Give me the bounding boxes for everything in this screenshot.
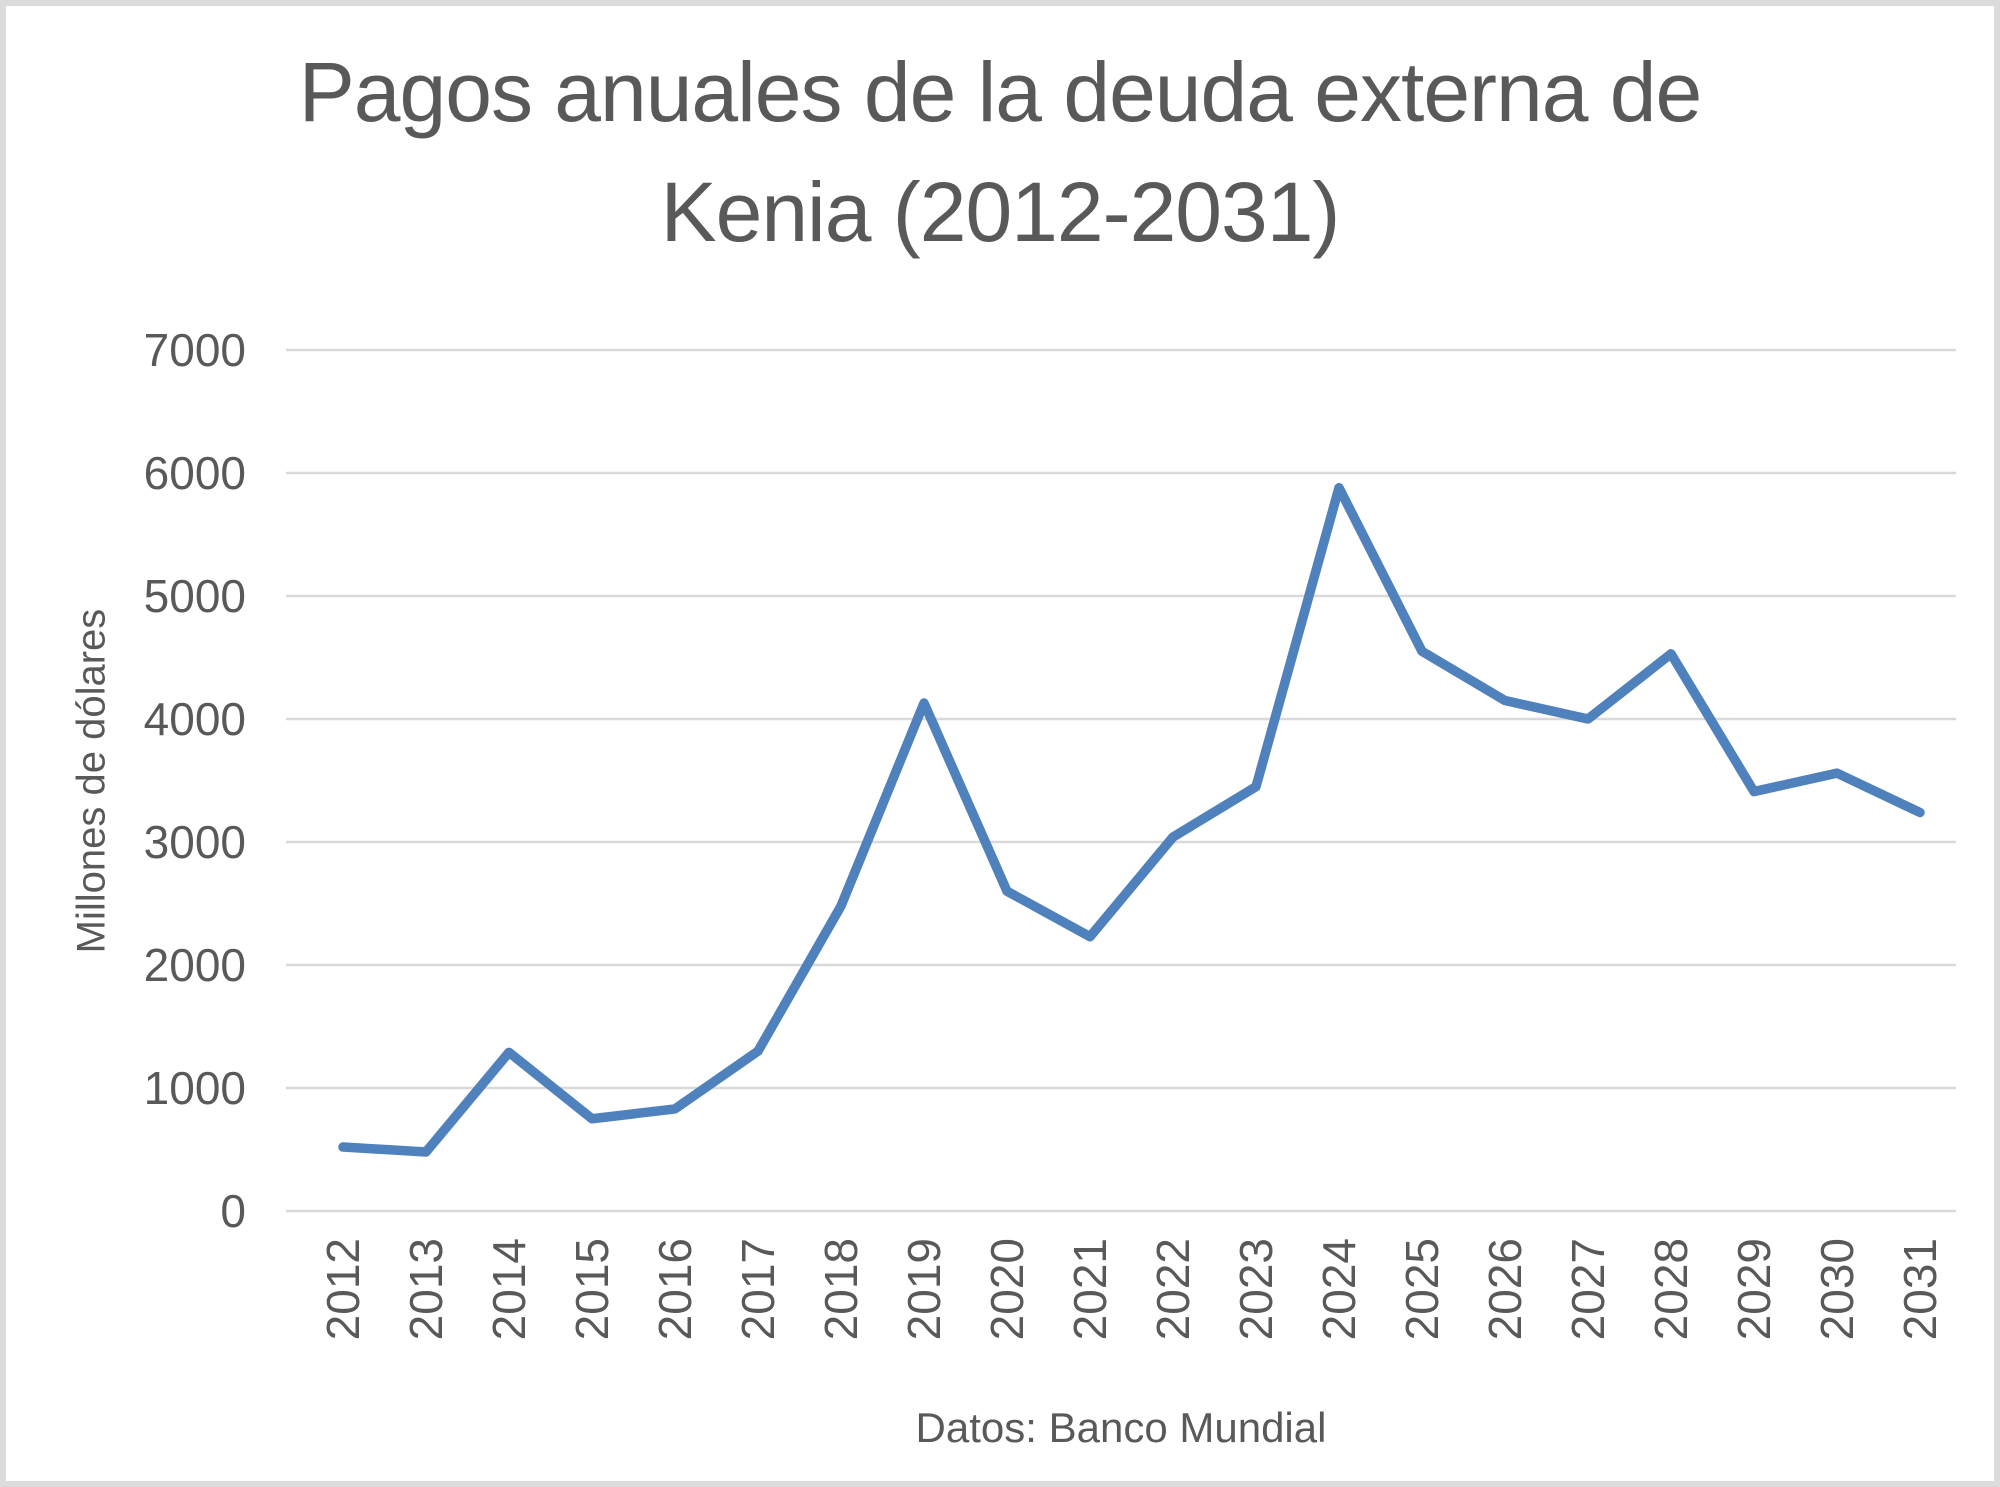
x-tick-label: 2028 [1645,1238,1697,1340]
y-tick-label: 2000 [144,939,246,991]
x-tick-label: 2020 [981,1238,1033,1340]
x-tick-label: 2015 [566,1238,618,1340]
x-tick-label: 2013 [400,1238,452,1340]
x-tick-label: 2017 [732,1238,784,1340]
line-chart-plot: 0 1000 2000 3000 4000 5000 6000 7000 2012 2013 201… [144,324,1956,1340]
x-tick-label: 2027 [1562,1238,1614,1340]
x-tick-label: 2023 [1230,1238,1282,1340]
y-tick-label: 7000 [144,324,246,376]
x-tick-label: 2029 [1728,1238,1780,1340]
chart-title-line-1: Pagos anuales de la deuda externa de [298,45,1702,139]
y-tick-label: 3000 [144,816,246,868]
y-tick-label: 4000 [144,693,246,745]
x-tick-label: 2026 [1479,1238,1531,1340]
y-tick-label: 5000 [144,570,246,622]
x-tick-label: 2014 [483,1238,535,1340]
y-tick-label: 1000 [144,1062,246,1114]
x-tick-label: 2021 [1064,1238,1116,1340]
x-tick-label: 2019 [898,1238,950,1340]
x-tick-label: 2030 [1811,1238,1863,1340]
y-tick-label: 6000 [144,447,246,499]
x-tick-label: 2016 [649,1238,701,1340]
y-tick-label: 0 [220,1185,246,1237]
chart-title: Pagos anuales de la deuda externa de Ken… [6,32,1994,272]
x-tick-label: 2018 [815,1238,867,1340]
x-tick-label: 2024 [1313,1238,1365,1340]
data-line-series [338,483,1925,1157]
x-tick-label: 2031 [1894,1238,1946,1340]
x-tick-label: 2025 [1396,1238,1448,1340]
x-tick-label: 2012 [317,1238,369,1340]
x-tick-label: 2022 [1147,1238,1199,1340]
chart-title-line-2: Kenia (2012-2031) [660,165,1341,259]
source-caption: Datos: Banco Mundial [915,1404,1327,1451]
